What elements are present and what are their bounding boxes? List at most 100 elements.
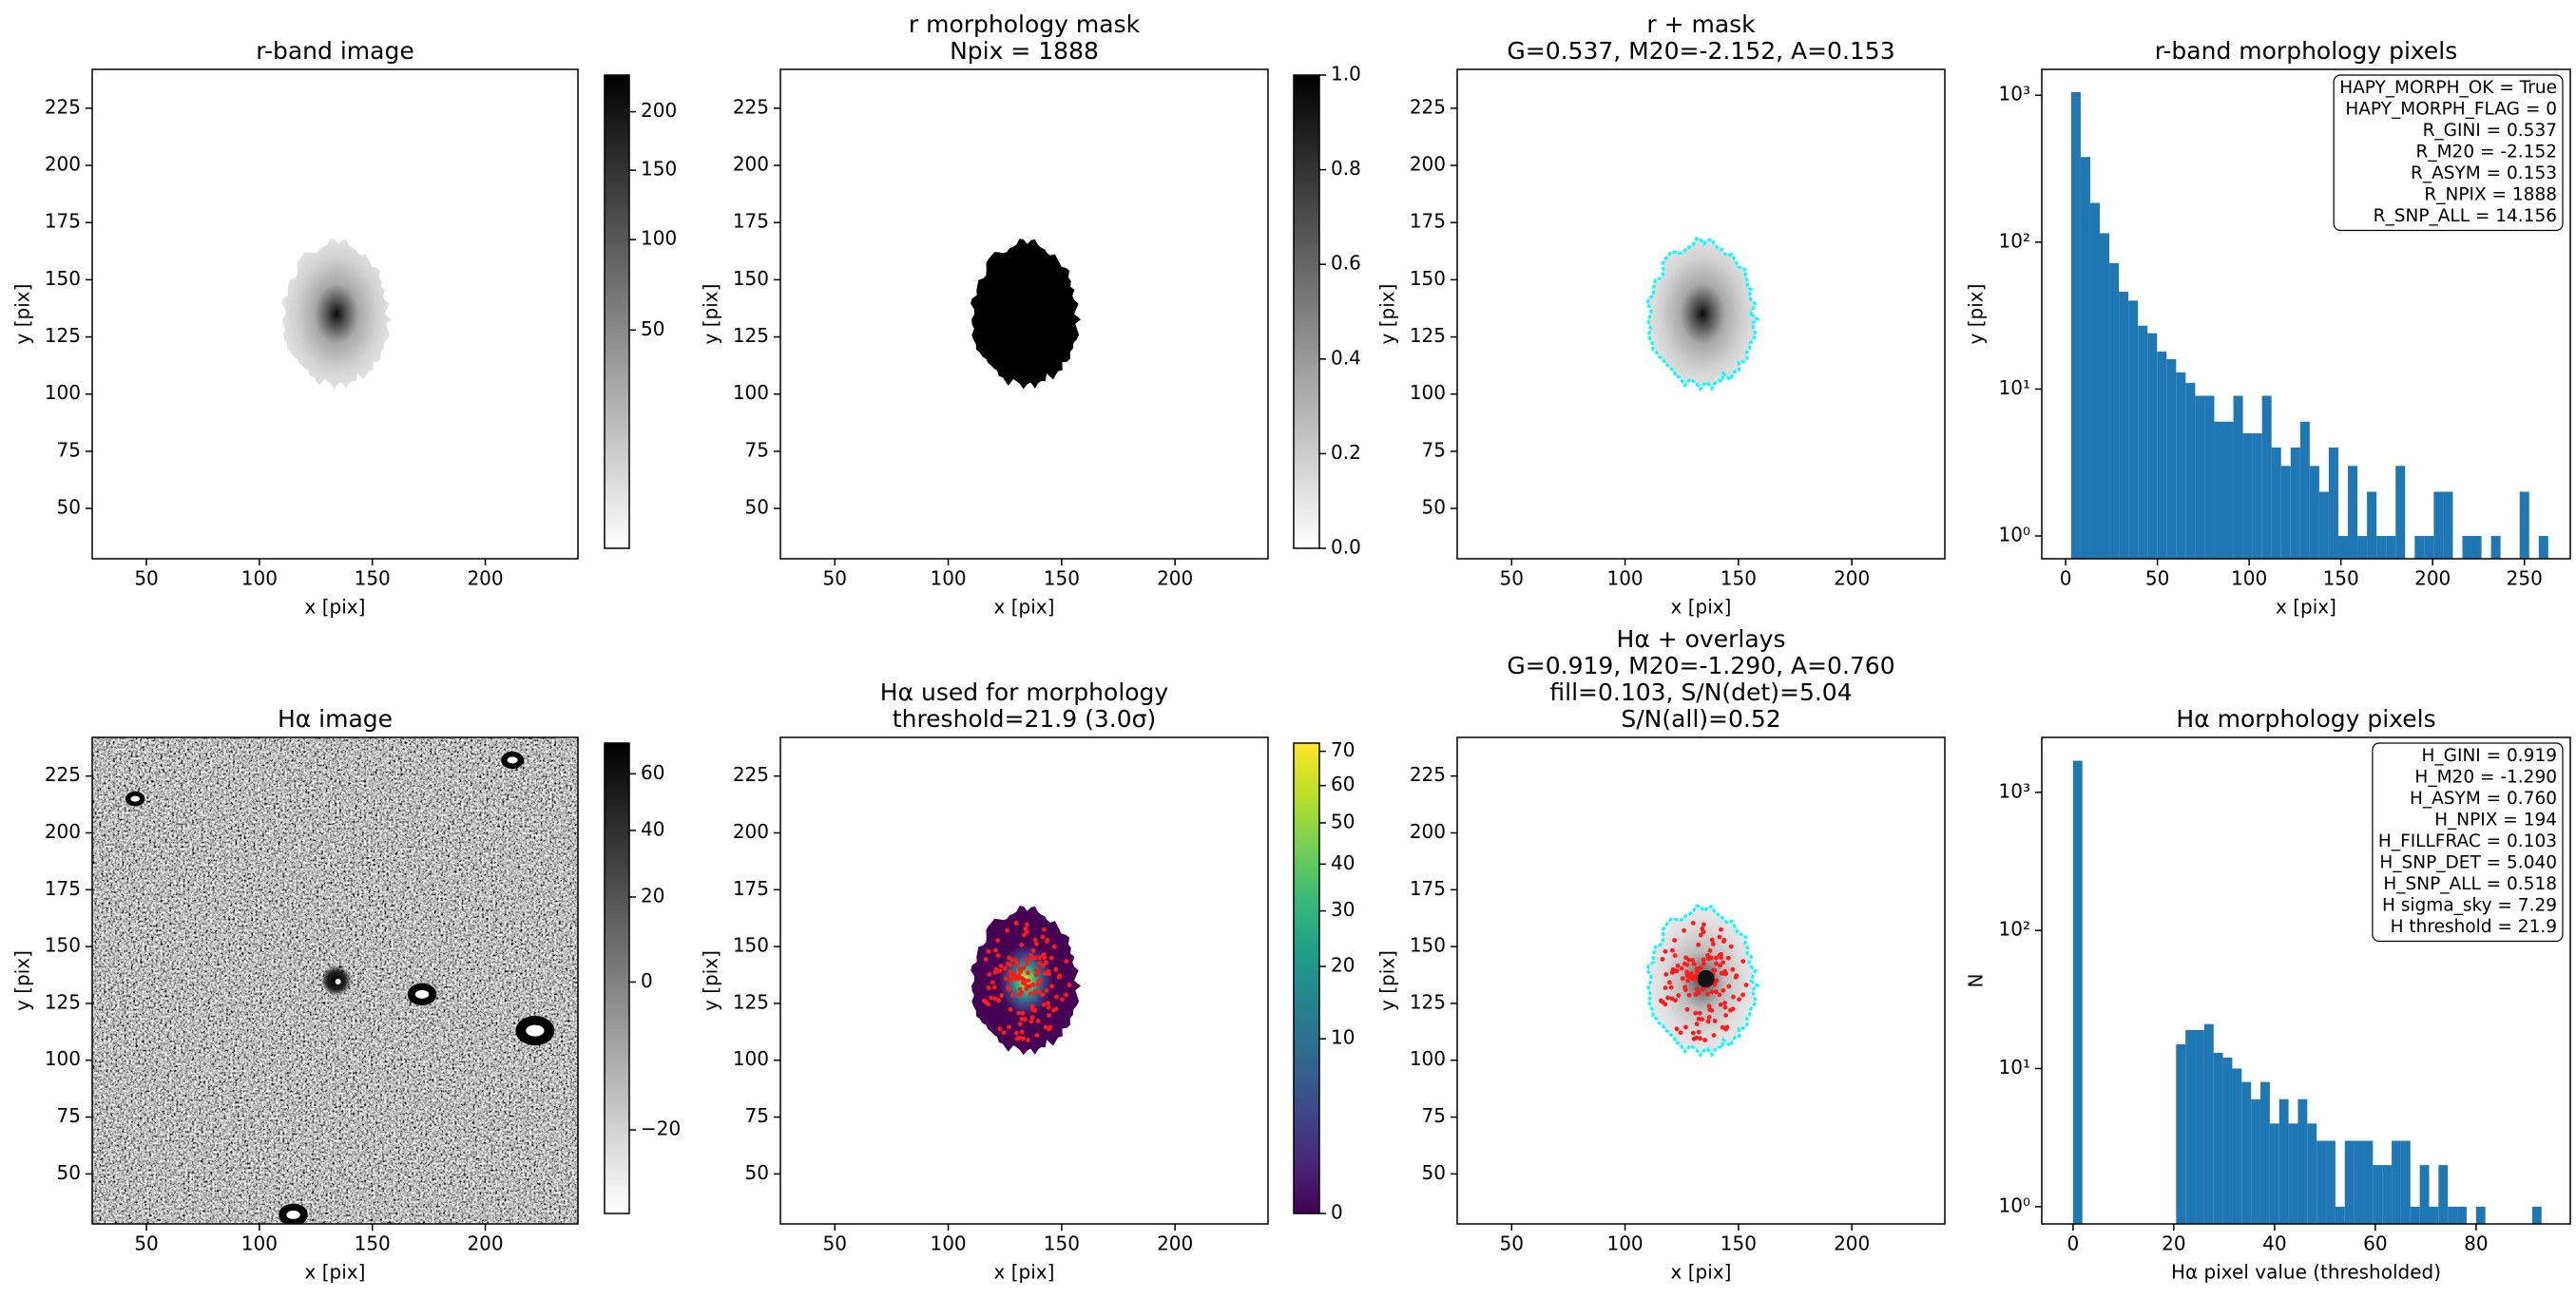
bar	[2232, 1068, 2242, 1224]
bar	[2316, 1140, 2327, 1224]
x-tick-label: 100	[930, 1232, 966, 1255]
mask-dot	[1673, 998, 1678, 1003]
x-tick-label: 150	[2323, 567, 2359, 590]
mask-dot	[1721, 987, 1726, 993]
y-tick-label: 75	[745, 1104, 769, 1127]
bar	[2089, 202, 2101, 559]
mask-dot	[1686, 957, 1692, 963]
mask-dot	[1022, 977, 1027, 983]
mask-dot	[999, 993, 1005, 998]
y-tick-label: 100	[1410, 1047, 1446, 1070]
mask-dot	[1017, 1022, 1023, 1027]
colorbar-tick-label: 1.0	[1331, 63, 1361, 86]
panel-title: G=0.537, M20=-2.152, A=0.153	[1507, 37, 1894, 65]
y-axis-label: y [pix]	[1965, 284, 1988, 345]
x-tick-label: 40	[2262, 1232, 2286, 1255]
mask-dot	[1672, 938, 1678, 943]
mask-dot	[1044, 970, 1049, 976]
star-core	[286, 1210, 300, 1219]
y-tick-label: 150	[733, 267, 769, 290]
y-tick-label: 175	[733, 877, 769, 900]
annotation-line: H_SNP_DET = 5.040	[2379, 853, 2557, 873]
axes-frame	[91, 68, 579, 560]
mask-dot	[1013, 921, 1019, 926]
axes-frame	[2041, 736, 2571, 1225]
colorbar	[1293, 74, 1320, 549]
mask-dot	[1040, 952, 1046, 958]
y-tick-label: 150	[45, 934, 81, 957]
y-tick-label: 175	[1410, 877, 1446, 900]
mask-dot	[1018, 968, 1024, 974]
mask-dot	[1048, 955, 1054, 961]
y-tick-label: 50	[1422, 1161, 1446, 1184]
annotation-box	[2372, 742, 2564, 943]
panel-title: threshold=21.9 (3.0σ)	[893, 705, 1156, 733]
panel-title: Hα image	[278, 705, 393, 733]
mask-dot	[1711, 942, 1716, 946]
mask-dot	[1691, 962, 1697, 966]
y-tick-label: 10³	[1999, 779, 2030, 802]
mask-dot	[1668, 984, 1674, 990]
image-area	[780, 69, 1268, 559]
bar	[2354, 1140, 2364, 1224]
mask-dot	[1012, 976, 1018, 982]
mask-dot	[1704, 991, 1710, 997]
annotation-line: H sigma_sky = 7.29	[2382, 896, 2557, 916]
mask-dot	[1046, 1004, 1051, 1010]
y-tick-label: 225	[45, 95, 81, 118]
mask-dot	[1034, 1033, 1040, 1038]
mask-dot	[1694, 986, 1700, 992]
colorbar-tick-label: 0.4	[1331, 346, 1361, 369]
x-tick-label: 80	[2464, 1232, 2488, 1255]
bar	[2471, 536, 2482, 559]
mask-dot	[996, 998, 1001, 1003]
mask-dot	[1026, 1038, 1031, 1042]
y-tick-label: 200	[1410, 153, 1446, 176]
mask-dot	[986, 1002, 991, 1007]
x-tick-label: 200	[1834, 567, 1870, 590]
galaxy	[281, 239, 392, 390]
colorbar-tick-label: 40	[1331, 851, 1355, 874]
mask-dot	[1713, 989, 1719, 995]
mask-dot	[1675, 964, 1681, 968]
bar	[2475, 1206, 2486, 1224]
mask-dot	[1016, 1010, 1022, 1016]
mask-dot	[1044, 987, 1049, 993]
x-tick-label: 250	[2507, 567, 2543, 590]
mask-dot	[1016, 992, 1022, 998]
bar	[2531, 1206, 2542, 1224]
mask-dot	[1678, 1030, 1683, 1036]
bar	[2395, 466, 2406, 559]
mask-dot	[1673, 968, 1679, 974]
colorbar-tick-label: 100	[641, 227, 677, 250]
colorbar-tick-label: 0.6	[1331, 252, 1361, 275]
mask-dot	[998, 964, 1004, 968]
x-tick-label: 50	[2145, 567, 2169, 590]
mask	[971, 239, 1082, 390]
mask-dot	[1035, 982, 1041, 987]
mask-dot	[1034, 942, 1039, 946]
mask-dot	[1663, 1002, 1668, 1007]
mask-dot	[1694, 1035, 1700, 1041]
mask-dot	[1705, 1019, 1711, 1024]
mask-dot	[1035, 1019, 1041, 1023]
mask-dot	[1712, 982, 1718, 987]
mask-dot	[1036, 989, 1042, 995]
axes-frame	[1456, 736, 1946, 1225]
x-axis-label: x [pix]	[305, 596, 366, 619]
mask-dot	[1705, 956, 1711, 962]
y-axis-label: y [pix]	[700, 284, 722, 345]
bar	[2241, 1081, 2252, 1224]
mask-dot	[1663, 972, 1669, 977]
mask-dot	[1064, 959, 1069, 965]
mask-dot	[1044, 960, 1049, 965]
panel-title: Hα morphology pixels	[2176, 705, 2435, 733]
mask-dot	[1041, 1002, 1047, 1007]
bar	[2261, 395, 2272, 559]
axes-frame	[1456, 68, 1946, 560]
annotation-line: H_ASYM = 0.760	[2410, 789, 2557, 809]
colorbar-tick-label: 20	[641, 884, 664, 907]
y-tick-label: 200	[1410, 820, 1446, 843]
